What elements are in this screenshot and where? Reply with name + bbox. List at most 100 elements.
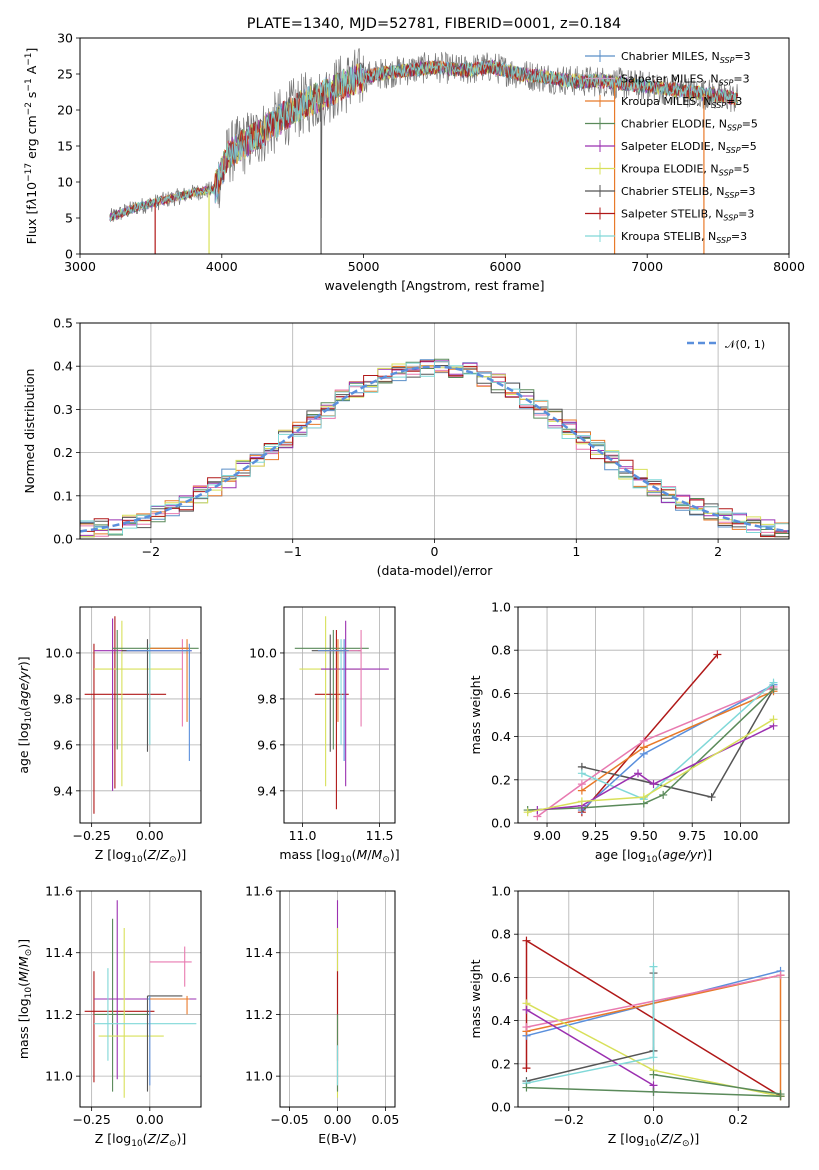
mass-weight-point	[522, 1064, 531, 1073]
y-tick-label: 1.0	[491, 600, 511, 615]
plot-area	[84, 616, 199, 814]
plot-area	[80, 358, 789, 538]
x-tick-label: 0.0	[644, 1112, 664, 1127]
x-tick-label: 8000	[773, 259, 805, 274]
y-axis-label: mass weight	[468, 959, 483, 1038]
y-axis-label: mass weight	[468, 675, 483, 754]
y-tick-label: 0.0	[491, 1100, 511, 1115]
axes-frame	[79, 890, 202, 1108]
x-axis-label: Z [log10(Z/Z⊙)]	[95, 847, 187, 865]
y-tick-label: 0.6	[491, 970, 511, 985]
y-tick-label: 20	[57, 103, 73, 118]
axes-frame	[279, 890, 396, 1108]
x-tick-label: 4000	[206, 259, 238, 274]
axes-frame	[79, 322, 790, 540]
y-tick-label: 10.0	[249, 645, 277, 660]
y-tick-label: 0.0	[53, 532, 73, 547]
mass-weight-point	[713, 650, 722, 659]
mass-vs-extinction-panel: −0.05 0.00 0.05 11.0 11.2 11.4 11.6 E(B-V)	[245, 884, 399, 1147]
x-axis-label: Z [log10(Z/Z⊙)]	[608, 1131, 700, 1149]
y-tick-label: 11.4	[245, 945, 273, 960]
x-tick-label: 7000	[631, 259, 663, 274]
y-tick-label: 25	[57, 67, 73, 82]
x-tick-label: −0.25	[72, 828, 110, 843]
y-tick-label: 0	[65, 247, 73, 262]
y-tick-label: 11.2	[45, 1007, 73, 1022]
x-tick-label: 9.00	[533, 828, 561, 843]
legend-label: Chabrier STELIB, NSSP=3	[621, 185, 755, 200]
legend-label: Kroupa ELODIE, NSSP=5	[621, 163, 750, 178]
mass-weight-point	[707, 793, 716, 802]
legend-label: Kroupa STELIB, NSSP=3	[621, 230, 747, 245]
mass-weight-point	[649, 1087, 658, 1096]
y-tick-label: 0.4	[491, 729, 511, 744]
mass-weight-line	[581, 654, 718, 813]
y-axis-label: Flux [fλ10−17 erg cm−2 s−1 A−1]	[24, 48, 39, 245]
plot-area	[294, 616, 389, 810]
mass-weight-point	[522, 936, 531, 945]
legend-label: Salpeter MILES, NSSP=3	[621, 73, 750, 88]
mass-weight-point	[522, 1023, 531, 1032]
mass-weight-line	[537, 725, 774, 811]
axes-frame	[79, 606, 202, 824]
residual-histogram	[80, 361, 789, 538]
x-axis-label: (data-model)/error	[377, 563, 494, 578]
mass-weight-point	[577, 797, 586, 806]
mass-weight-point	[639, 736, 648, 745]
y-axis-label: Normed distribution	[22, 369, 37, 494]
x-tick-label: −0.25	[72, 1112, 110, 1127]
y-tick-label: 9.6	[53, 737, 73, 752]
x-tick-label: −1	[283, 544, 301, 559]
mass-weight-line	[653, 1073, 781, 1095]
legend-label: Chabrier MILES, NSSP=3	[621, 50, 751, 65]
mass-weight-point	[522, 1083, 531, 1092]
mass-weight-point	[639, 793, 648, 802]
y-tick-label: 0.0	[491, 816, 511, 831]
mass-weight-point	[522, 1005, 531, 1014]
legend-label: Salpeter STELIB, NSSP=3	[621, 208, 754, 223]
x-tick-label: 0.00	[136, 1112, 164, 1127]
axes-frame	[79, 37, 790, 255]
x-axis-label: E(B-V)	[318, 1131, 357, 1146]
mass-vs-metallicity-panel: −0.25 0.00 11.0 11.2 11.4 11.6 Z [log10(Z/Z⊙)]…	[16, 884, 202, 1149]
x-tick-label: 0.00	[136, 828, 164, 843]
y-tick-label: 5	[65, 211, 73, 226]
x-axis-label: wavelength [Angstrom, rest frame]	[324, 278, 544, 293]
mass-weight-point	[649, 1070, 658, 1079]
mass-weight-point	[769, 685, 778, 694]
mass-weight-point	[776, 1090, 785, 1099]
x-tick-label: 6000	[489, 259, 521, 274]
x-tick-label: −0.05	[270, 1112, 308, 1127]
y-tick-label: 9.8	[257, 691, 277, 706]
y-tick-label: 0.1	[53, 488, 73, 503]
figure-title: PLATE=1340, MJD=52781, FIBERID=0001, z=0…	[247, 16, 621, 32]
x-tick-label: 1	[572, 544, 580, 559]
y-tick-label: 11.6	[245, 884, 273, 899]
y-tick-label: 30	[57, 31, 73, 46]
y-tick-label: 1.0	[491, 884, 511, 899]
x-tick-label: 5000	[348, 259, 380, 274]
x-tick-label: 0.00	[324, 1112, 352, 1127]
mass-weight-vs-age-panel: 9.00 9.25 9.50 9.75 10.00 0.0 0.2 0.4 0.6 0.8 1.0 a…	[468, 600, 790, 865]
y-tick-label: 0.6	[491, 686, 511, 701]
mass-weight-point	[649, 1053, 658, 1062]
x-tick-label: 9.25	[582, 828, 610, 843]
mass-weight-point	[577, 780, 586, 789]
normal-distribution-curve	[80, 365, 789, 533]
y-tick-label: 0.4	[53, 359, 73, 374]
y-tick-label: 11.0	[245, 1069, 273, 1084]
mass-weight-point	[649, 962, 658, 971]
x-tick-label: 0.2	[728, 1112, 748, 1127]
y-tick-label: 0.2	[491, 1056, 511, 1071]
age-vs-metallicity-panel: −0.25 0.00 9.4 9.6 9.8 10.0 Z [log10(Z/Z⊙)] age…	[16, 606, 202, 865]
y-tick-label: 10	[57, 175, 73, 190]
mass-weight-point	[577, 769, 586, 778]
y-tick-label: 9.8	[53, 691, 73, 706]
y-tick-label: 10.0	[45, 645, 73, 660]
axes-frame	[283, 606, 396, 824]
model-spectrum-line	[109, 59, 738, 222]
y-tick-label: 0.2	[491, 772, 511, 787]
mass-weight-point	[769, 715, 778, 724]
age-vs-mass-panel: 11.0 11.5 9.4 9.6 9.8 10.0 mass [log10(M/M⊙)]	[249, 606, 400, 865]
y-axis-label: age [log10(age/yr)]	[16, 656, 34, 773]
